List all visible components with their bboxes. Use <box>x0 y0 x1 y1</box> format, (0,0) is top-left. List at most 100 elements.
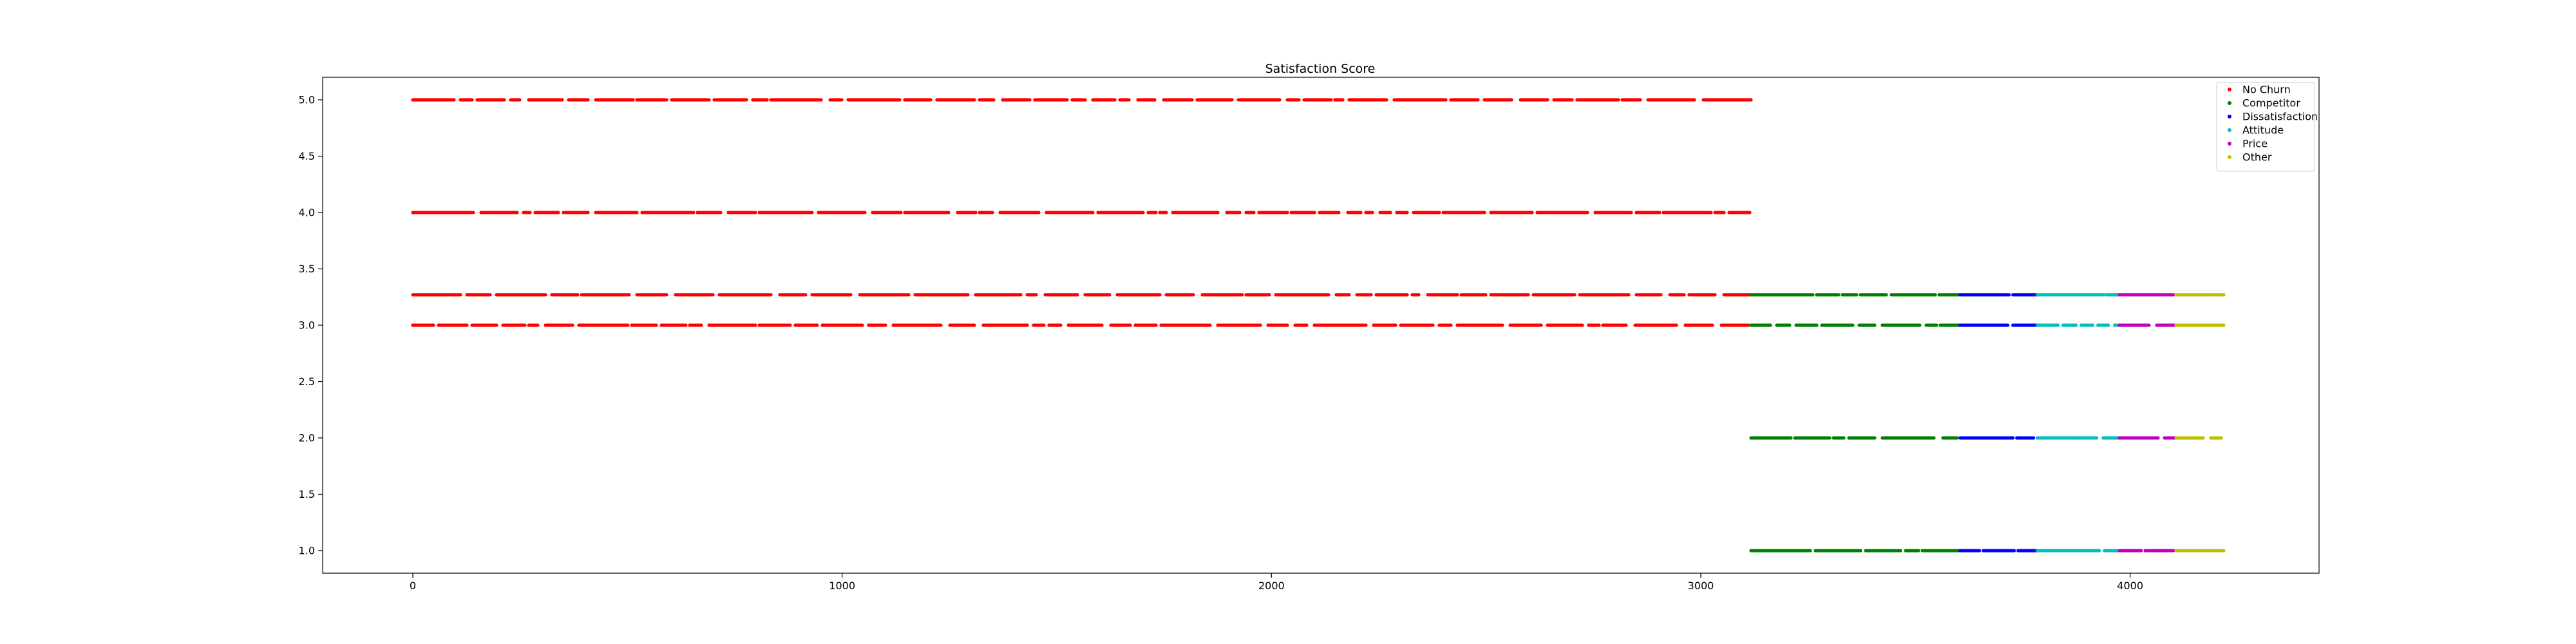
data-point <box>753 323 757 327</box>
legend-marker <box>2228 88 2231 91</box>
data-point <box>1364 323 1368 327</box>
data-point <box>1855 293 1859 297</box>
data-point <box>972 98 976 102</box>
data-point <box>1083 98 1087 102</box>
x-axis: 0 1000 2000 3000 4000 <box>410 573 2143 592</box>
legend-marker <box>2228 115 2231 118</box>
data-point <box>1141 211 1145 214</box>
data-point <box>1042 323 1046 327</box>
data-point <box>719 211 723 214</box>
data-point <box>804 293 808 297</box>
data-point <box>1713 293 1717 297</box>
data-point <box>2201 436 2205 440</box>
data-point <box>966 293 970 297</box>
legend-label: Competitor <box>2242 97 2300 109</box>
data-point <box>1658 211 1662 214</box>
data-point <box>1385 98 1388 102</box>
points-layer <box>411 98 2226 553</box>
data-point <box>627 293 631 297</box>
data-point <box>2056 323 2060 327</box>
data-point <box>849 293 853 297</box>
data-point <box>1240 293 1244 297</box>
data-point <box>1230 98 1234 102</box>
data-point <box>699 323 703 327</box>
data-point <box>907 293 911 297</box>
data-point <box>1449 323 1453 327</box>
data-point <box>1127 98 1131 102</box>
data-point <box>1476 98 1480 102</box>
y-tick-label: 5.0 <box>299 94 315 106</box>
data-point <box>1059 323 1063 327</box>
y-tick-label: 1.0 <box>299 545 315 557</box>
data-point <box>1692 98 1696 102</box>
data-point <box>1341 98 1345 102</box>
data-point <box>1388 211 1392 214</box>
data-point <box>1327 293 1331 297</box>
legend-label: Dissatisfaction <box>2242 111 2318 123</box>
data-point <box>1546 98 1549 102</box>
legend-label: Price <box>2242 138 2268 150</box>
data-point <box>1025 323 1029 327</box>
data-point <box>972 323 976 327</box>
data-point <box>711 293 715 297</box>
data-point <box>707 98 711 102</box>
data-point <box>536 323 540 327</box>
data-point <box>528 211 532 214</box>
data-point <box>810 211 814 214</box>
data-point <box>692 211 696 214</box>
chart-title: Satisfaction Score <box>1265 62 1376 76</box>
y-tick-label: 3.0 <box>299 319 315 332</box>
data-point <box>769 293 773 297</box>
legend: No ChurnCompetitorDissatisfactionAttitud… <box>2216 82 2318 172</box>
data-point <box>1586 211 1589 214</box>
data-point <box>1539 323 1543 327</box>
data-point <box>2172 293 2175 297</box>
data-point <box>1709 211 1713 214</box>
data-point <box>1573 293 1577 297</box>
data-point <box>459 293 462 297</box>
data-point <box>1305 323 1309 327</box>
data-point <box>495 323 498 327</box>
data-point <box>863 211 867 214</box>
data-point <box>515 211 519 214</box>
data-point <box>1444 98 1448 102</box>
data-point <box>1530 211 1534 214</box>
data-point <box>2091 323 2095 327</box>
data-point <box>1933 293 1937 297</box>
y-axis: 1.01.52.02.53.03.54.04.55.0 <box>299 94 323 557</box>
data-point <box>2222 549 2226 553</box>
data-point <box>1431 323 1435 327</box>
data-point <box>1884 293 1888 297</box>
data-point <box>1859 549 1862 553</box>
legend-marker <box>2228 142 2231 146</box>
data-point <box>1624 323 1628 327</box>
legend-label: Attitude <box>2242 124 2284 137</box>
data-point <box>1597 323 1601 327</box>
data-point <box>1028 98 1032 102</box>
data-point <box>815 323 819 327</box>
data-point <box>1359 211 1363 214</box>
data-point <box>1154 211 1158 214</box>
series-other <box>2174 293 2226 553</box>
data-point <box>2006 323 2010 327</box>
data-point <box>1570 98 1574 102</box>
data-point <box>939 323 943 327</box>
data-point <box>465 323 469 327</box>
data-point <box>1312 211 1316 214</box>
x-tick-label: 4000 <box>2117 580 2143 592</box>
data-point <box>1747 323 1750 327</box>
data-point <box>974 211 978 214</box>
data-point <box>2011 436 2015 440</box>
data-point <box>2074 323 2078 327</box>
data-point <box>586 211 590 214</box>
data-point <box>2139 549 2143 553</box>
data-point <box>1153 98 1157 102</box>
data-point <box>626 323 630 327</box>
legend-marker <box>2228 101 2231 105</box>
data-point <box>1065 98 1069 102</box>
data-point <box>1405 211 1409 214</box>
data-point <box>1789 436 1793 440</box>
data-point <box>571 323 574 327</box>
data-point <box>2101 293 2105 297</box>
data-point <box>1837 293 1841 297</box>
